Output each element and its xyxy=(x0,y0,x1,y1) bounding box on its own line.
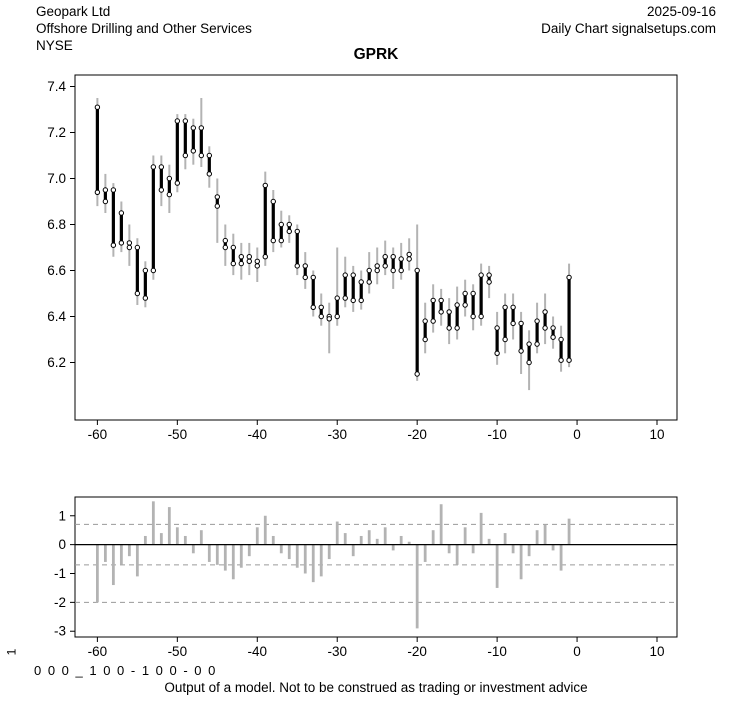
company-name: Geopark Ltd xyxy=(36,4,111,19)
svg-text:1: 1 xyxy=(58,508,66,523)
svg-text:-40: -40 xyxy=(248,644,268,659)
open-close-markers xyxy=(94,104,572,377)
svg-text:-30: -30 xyxy=(327,644,347,659)
svg-text:-20: -20 xyxy=(407,427,427,442)
svg-text:6.4: 6.4 xyxy=(47,309,66,324)
exchange-label: NYSE xyxy=(36,38,73,53)
signal-string: 0 0 0 _ 1 0 0 - 1 0 0 - 0 0 xyxy=(34,663,217,678)
svg-text:0: 0 xyxy=(58,537,66,552)
svg-text:-30: -30 xyxy=(327,427,347,442)
svg-text:-3: -3 xyxy=(54,624,66,639)
svg-text:-20: -20 xyxy=(407,644,427,659)
svg-text:-2: -2 xyxy=(54,595,66,610)
svg-text:7.2: 7.2 xyxy=(47,125,66,140)
svg-text:6.2: 6.2 xyxy=(47,355,66,370)
svg-text:-60: -60 xyxy=(88,427,108,442)
svg-text:-10: -10 xyxy=(487,644,507,659)
svg-text:7.0: 7.0 xyxy=(47,171,66,186)
signal-axis-label: 1 xyxy=(4,648,19,656)
svg-text:-50: -50 xyxy=(168,644,188,659)
price-plot: -60 -50 -40 -30 -20 -10 0 10 6.2 6.4 6.6 6.8 7.0 7.2 7… xyxy=(47,74,678,442)
svg-text:-50: -50 xyxy=(168,427,188,442)
svg-text:0: 0 xyxy=(573,427,581,442)
svg-text:6.8: 6.8 xyxy=(47,217,66,232)
open-close-bars xyxy=(95,107,571,374)
disclaimer-text: Output of a model. Not to be construed a… xyxy=(164,680,588,695)
dashed-threshold-lines xyxy=(75,523,677,603)
chart-source: Daily Chart signalsetups.com xyxy=(541,21,716,36)
svg-text:-60: -60 xyxy=(88,644,108,659)
svg-text:-40: -40 xyxy=(248,427,268,442)
svg-text:0: 0 xyxy=(573,644,581,659)
ticker-title: GPRK xyxy=(353,46,399,63)
svg-text:-10: -10 xyxy=(487,427,507,442)
chart-date: 2025-09-16 xyxy=(646,4,716,19)
signal-bars xyxy=(95,501,571,629)
industry-label: Offshore Drilling and Other Services xyxy=(36,21,252,36)
svg-text:-1: -1 xyxy=(54,566,66,581)
svg-text:7.4: 7.4 xyxy=(47,79,66,94)
svg-text:6.6: 6.6 xyxy=(47,263,66,278)
svg-text:10: 10 xyxy=(649,644,664,659)
svg-text:10: 10 xyxy=(649,427,664,442)
